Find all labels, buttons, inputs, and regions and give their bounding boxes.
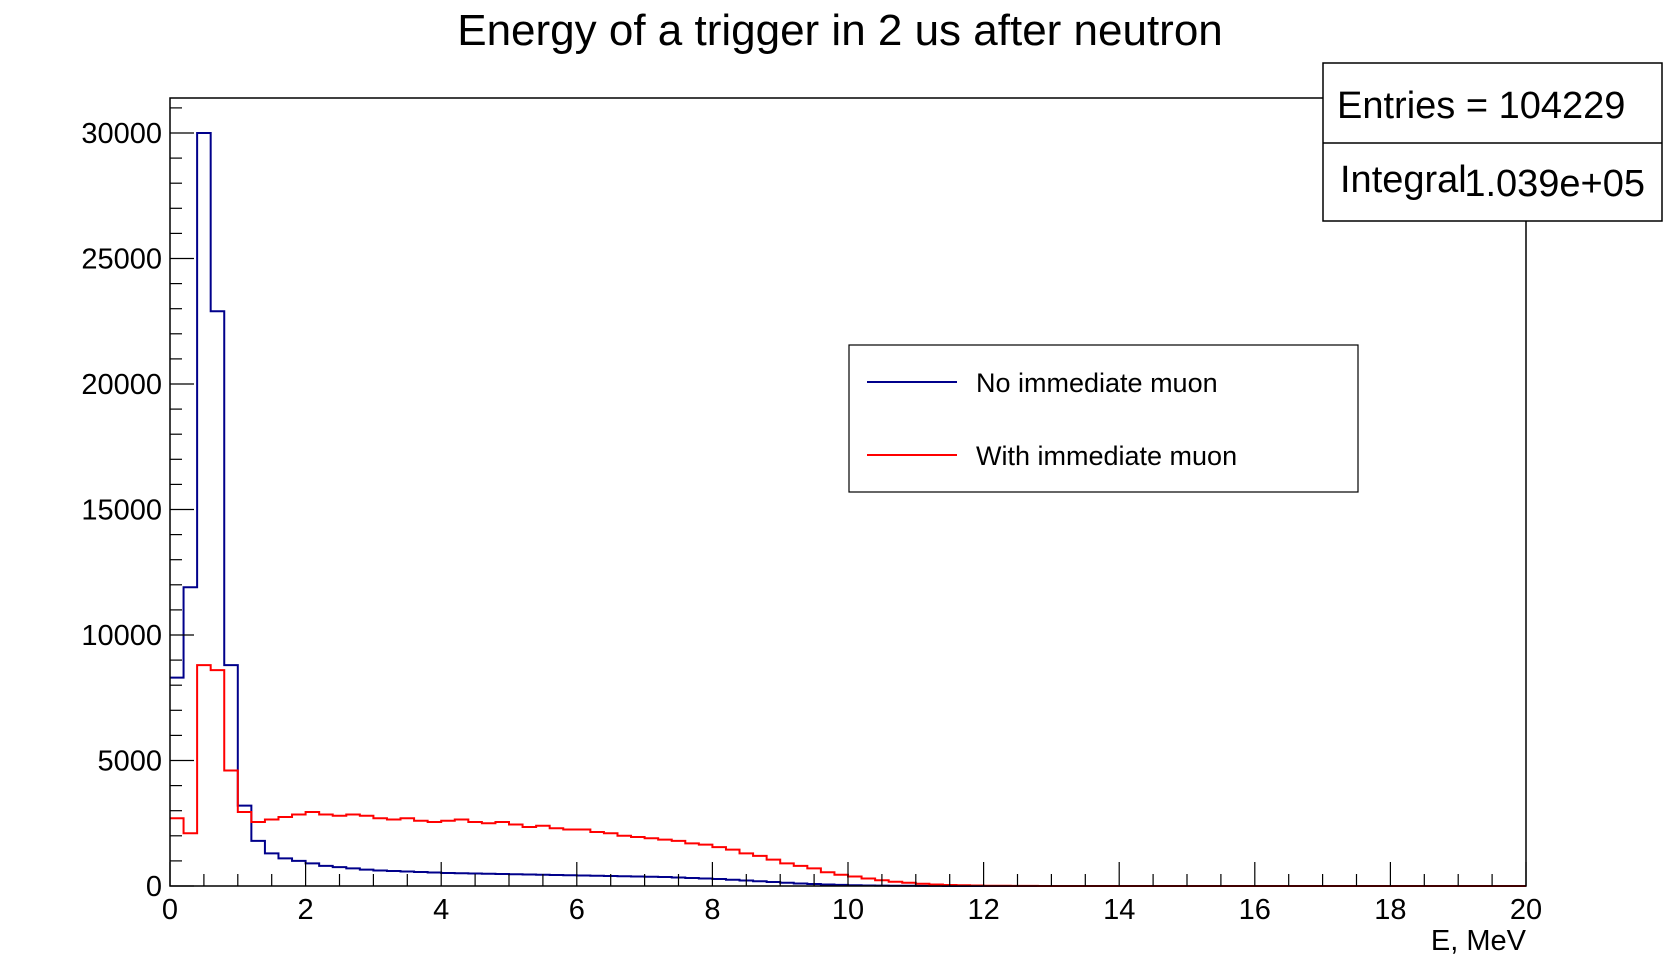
x-tick-label: 16 bbox=[1239, 894, 1271, 926]
legend: No immediate muon With immediate muon bbox=[848, 344, 1359, 493]
x-tick-label: 14 bbox=[1103, 894, 1135, 926]
x-tick-label: 6 bbox=[569, 894, 585, 926]
x-tick-label: 4 bbox=[433, 894, 449, 926]
stats-integral-value: 1.039e+05 bbox=[1464, 163, 1645, 205]
series-with-immediate-muon bbox=[170, 664, 1526, 887]
x-tick-label: 2 bbox=[298, 894, 314, 926]
x-tick-label: 0 bbox=[162, 894, 178, 926]
series-layer bbox=[170, 132, 1526, 887]
stats-box: Entries = 104229 Integral 1.039e+05 bbox=[1322, 62, 1663, 222]
x-tick-label: 8 bbox=[704, 894, 720, 926]
y-tick-label: 30000 bbox=[81, 118, 162, 150]
y-tick-label: 0 bbox=[146, 871, 162, 903]
series-no-immediate-muon bbox=[170, 132, 1526, 887]
legend-label-no-muon: No immediate muon bbox=[976, 368, 1218, 398]
stats-integral-label: Integral bbox=[1340, 159, 1467, 201]
y-tick-label: 10000 bbox=[81, 620, 162, 652]
x-tick-label: 10 bbox=[832, 894, 864, 926]
x-tick-label: 20 bbox=[1510, 894, 1542, 926]
x-tick-label: 18 bbox=[1374, 894, 1406, 926]
legend-label-with-muon: With immediate muon bbox=[976, 441, 1237, 471]
y-tick-label: 25000 bbox=[81, 244, 162, 276]
stats-entries: Entries = 104229 bbox=[1337, 85, 1625, 127]
x-axis-label: E, MeV bbox=[1431, 925, 1527, 957]
y-tick-label: 15000 bbox=[81, 495, 162, 527]
legend-frame bbox=[848, 344, 1359, 493]
x-tick-label: 12 bbox=[967, 894, 999, 926]
stats-box-frame bbox=[1322, 62, 1663, 222]
y-tick-label: 5000 bbox=[97, 746, 162, 778]
chart-title: Energy of a trigger in 2 us after neutro… bbox=[457, 6, 1223, 55]
axes-layer: 0 2 4 6 8 10 12 14 16 18 20 0 5000 10000 15000 20000 250… bbox=[81, 107, 1542, 926]
y-tick-label: 20000 bbox=[81, 369, 162, 401]
